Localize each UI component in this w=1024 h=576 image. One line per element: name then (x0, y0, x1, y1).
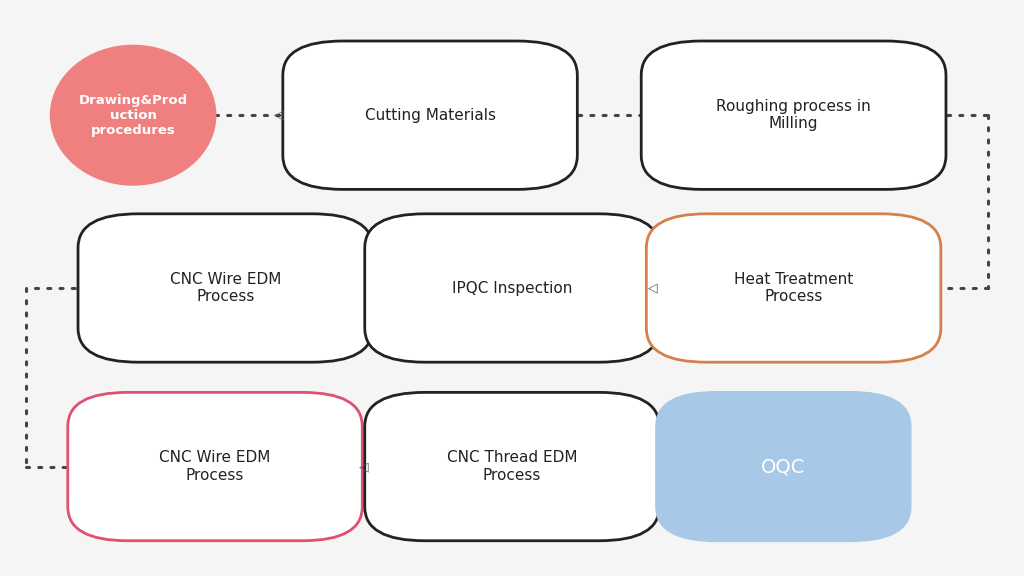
FancyBboxPatch shape (365, 214, 659, 362)
Text: CNC Wire EDM
Process: CNC Wire EDM Process (160, 450, 270, 483)
FancyBboxPatch shape (646, 214, 941, 362)
Text: Roughing process in
Milling: Roughing process in Milling (716, 99, 871, 131)
Text: OQC: OQC (761, 457, 806, 476)
FancyBboxPatch shape (656, 392, 910, 541)
FancyBboxPatch shape (365, 392, 659, 541)
Text: ◁: ◁ (274, 109, 284, 122)
Text: Heat Treatment
Process: Heat Treatment Process (734, 272, 853, 304)
Ellipse shape (51, 46, 215, 184)
Text: Cutting Materials: Cutting Materials (365, 108, 496, 123)
Text: ◁: ◁ (648, 282, 657, 294)
FancyBboxPatch shape (68, 392, 362, 541)
Text: CNC Thread EDM
Process: CNC Thread EDM Process (446, 450, 578, 483)
FancyBboxPatch shape (641, 41, 946, 190)
Text: CNC Wire EDM
Process: CNC Wire EDM Process (170, 272, 281, 304)
Text: Drawing&Prod
uction
procedures: Drawing&Prod uction procedures (79, 94, 187, 137)
FancyBboxPatch shape (78, 214, 373, 362)
Text: ◁: ◁ (358, 460, 369, 473)
FancyBboxPatch shape (283, 41, 578, 190)
Text: IPQC Inspection: IPQC Inspection (452, 281, 572, 295)
